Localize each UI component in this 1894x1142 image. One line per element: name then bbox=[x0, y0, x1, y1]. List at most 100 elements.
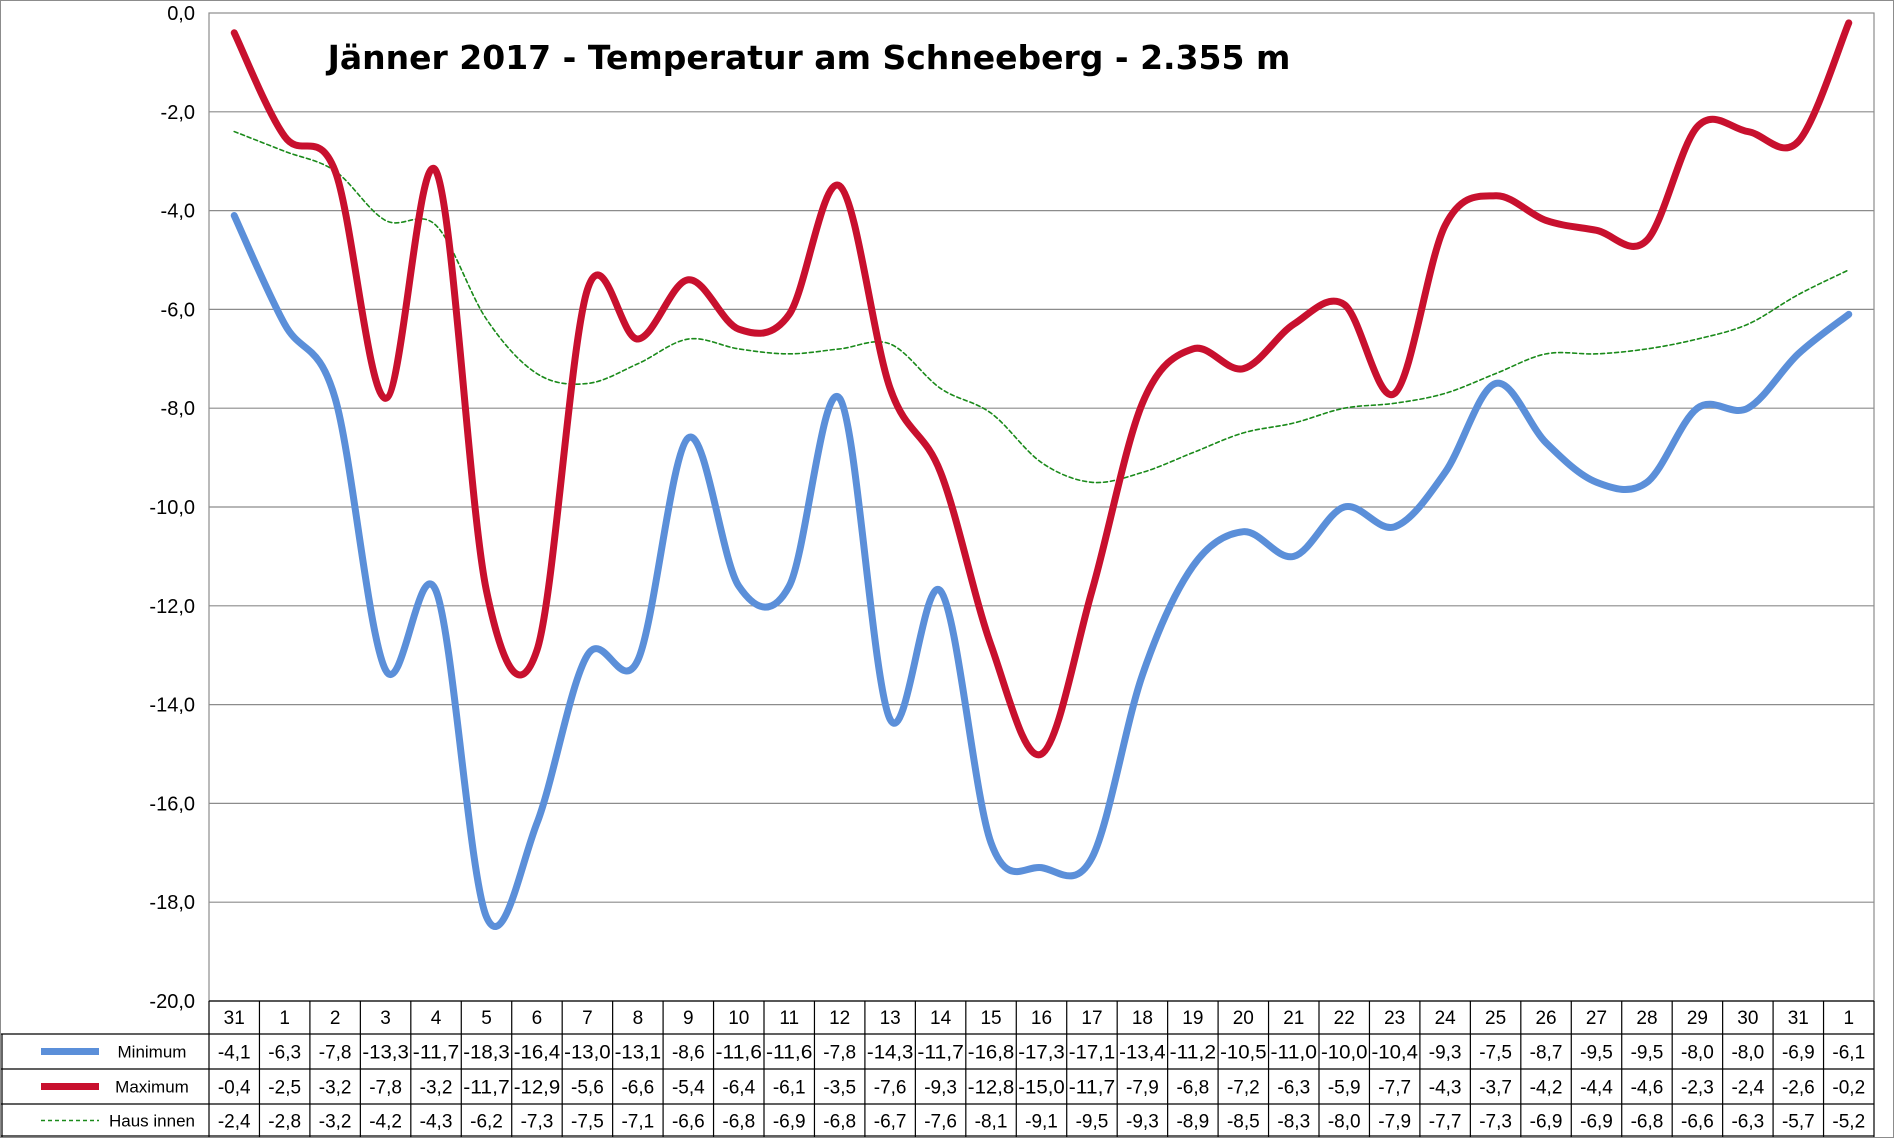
data-table-value: -7,1 bbox=[621, 1112, 654, 1133]
data-table-value: -4,3 bbox=[1429, 1078, 1462, 1099]
data-table-value: -4,4 bbox=[1580, 1078, 1613, 1099]
x-tick-label: 30 bbox=[1737, 1008, 1758, 1029]
x-tick-label: 4 bbox=[431, 1008, 442, 1029]
data-table-value: -7,5 bbox=[1479, 1043, 1512, 1064]
data-table-value: -2,6 bbox=[1782, 1078, 1815, 1099]
data-table-value: -6,6 bbox=[1681, 1112, 1714, 1133]
y-tick-label: -20,0 bbox=[149, 991, 195, 1013]
y-tick-label: -18,0 bbox=[149, 892, 195, 914]
y-tick-label: -8,0 bbox=[161, 398, 195, 420]
x-tick-label: 28 bbox=[1636, 1008, 1657, 1029]
data-table-value: -8,0 bbox=[1681, 1043, 1714, 1064]
data-table-value: -8,5 bbox=[1227, 1112, 1260, 1133]
data-table-value: -3,2 bbox=[319, 1078, 352, 1099]
data-table-value: -8,1 bbox=[975, 1112, 1008, 1133]
y-tick-label: -6,0 bbox=[161, 299, 195, 321]
data-table-value: -13,1 bbox=[615, 1043, 661, 1064]
data-table-value: -16,8 bbox=[968, 1043, 1014, 1064]
x-tick-label: 2 bbox=[330, 1008, 341, 1029]
data-table-value: -7,3 bbox=[1479, 1112, 1512, 1133]
data-table-value: -6,3 bbox=[268, 1043, 301, 1064]
data-table-value: -5,4 bbox=[672, 1078, 705, 1099]
chart-title: Jänner 2017 - Temperatur am Schneeberg -… bbox=[326, 38, 1291, 77]
data-table-value: -7,6 bbox=[874, 1078, 907, 1099]
data-table-value: -16,4 bbox=[514, 1043, 561, 1064]
x-tick-label: 15 bbox=[980, 1008, 1001, 1029]
data-table-value: -3,2 bbox=[420, 1078, 453, 1099]
data-table-value: -4,3 bbox=[420, 1112, 453, 1133]
data-table-value: -4,6 bbox=[1631, 1078, 1664, 1099]
data-table-value: -17,3 bbox=[1018, 1043, 1064, 1064]
legend-label: Minimum bbox=[118, 1043, 187, 1062]
data-table-value: -6,3 bbox=[1277, 1078, 1310, 1099]
data-table-value: -7,8 bbox=[369, 1078, 402, 1099]
data-table-value: -6,7 bbox=[874, 1112, 907, 1133]
data-table-value: -3,7 bbox=[1479, 1078, 1512, 1099]
data-table-value: -7,7 bbox=[1429, 1112, 1462, 1133]
series-line-minimum bbox=[230, 212, 1853, 930]
x-tick-label: 26 bbox=[1535, 1008, 1556, 1029]
data-table-value: -6,1 bbox=[1832, 1043, 1865, 1064]
data-table-value: -0,2 bbox=[1832, 1078, 1865, 1099]
data-table-value: -6,8 bbox=[1176, 1078, 1209, 1099]
data-table-value: -6,9 bbox=[1530, 1112, 1563, 1133]
data-table-value: -10,4 bbox=[1371, 1043, 1418, 1064]
data-table-value: -8,6 bbox=[672, 1043, 705, 1064]
x-tick-label: 22 bbox=[1334, 1008, 1355, 1029]
data-table-value: -7,3 bbox=[521, 1112, 554, 1133]
data-table-value: -8,0 bbox=[1328, 1112, 1361, 1133]
x-tick-label: 1 bbox=[279, 1008, 290, 1029]
y-tick-label: -12,0 bbox=[149, 596, 195, 618]
data-table-value: -9,1 bbox=[1025, 1112, 1058, 1133]
data-table-value: -6,4 bbox=[722, 1078, 755, 1099]
x-tick-label: 12 bbox=[829, 1008, 850, 1029]
data-table-value: -17,1 bbox=[1069, 1043, 1115, 1064]
data-table-value: -18,3 bbox=[463, 1043, 509, 1064]
y-tick-label: -10,0 bbox=[149, 497, 195, 519]
data-table-value: -8,9 bbox=[1176, 1112, 1209, 1133]
data-table-value: -7,9 bbox=[1126, 1078, 1159, 1099]
data-table-value: -6,9 bbox=[1580, 1112, 1613, 1133]
data-table-value: -11,7 bbox=[1069, 1078, 1115, 1099]
x-tick-label: 19 bbox=[1182, 1008, 1203, 1029]
data-table-value: -5,7 bbox=[1782, 1112, 1815, 1133]
data-table-value: -5,6 bbox=[571, 1078, 604, 1099]
x-tick-label: 9 bbox=[683, 1008, 694, 1029]
x-tick-label: 6 bbox=[532, 1008, 543, 1029]
x-tick-label: 25 bbox=[1485, 1008, 1506, 1029]
data-table-value: -11,2 bbox=[1170, 1043, 1216, 1064]
data-table-value: -4,2 bbox=[1530, 1078, 1563, 1099]
data-table-value: -9,5 bbox=[1580, 1043, 1613, 1064]
data-table: 31 1 2 3 4 5 6 7 8 9 10 11 12 13 14 15 16 17 18 19 20 21 22 23 2… bbox=[1, 1000, 1875, 1137]
data-table-value: -4,2 bbox=[369, 1112, 402, 1133]
data-table-value: -2,4 bbox=[1731, 1078, 1764, 1099]
data-table-value: -2,4 bbox=[218, 1112, 251, 1133]
x-tick-label: 1 bbox=[1843, 1008, 1854, 1029]
series-line-haus-innen bbox=[233, 130, 1850, 484]
data-table-value: -4,1 bbox=[218, 1043, 251, 1064]
data-table-value: -6,1 bbox=[773, 1078, 806, 1099]
data-table-value: -11,0 bbox=[1271, 1043, 1317, 1064]
data-table-value: -13,3 bbox=[362, 1043, 408, 1064]
data-table-value: -10,5 bbox=[1220, 1043, 1266, 1064]
data-table-value: -7,9 bbox=[1378, 1112, 1411, 1133]
data-table-value: -6,6 bbox=[672, 1112, 705, 1133]
data-table-value: -14,3 bbox=[867, 1043, 913, 1064]
y-tick-label: -14,0 bbox=[149, 695, 195, 717]
x-tick-label: 29 bbox=[1687, 1008, 1708, 1029]
data-table-value: -11,7 bbox=[463, 1078, 509, 1099]
data-table-value: -9,3 bbox=[924, 1078, 957, 1099]
data-table-value: -13,0 bbox=[564, 1043, 610, 1064]
data-table-value: -11,6 bbox=[716, 1043, 762, 1064]
data-table-value: -2,3 bbox=[1681, 1078, 1714, 1099]
data-table-value: -7,5 bbox=[571, 1112, 604, 1133]
data-table-value: -13,4 bbox=[1119, 1043, 1166, 1064]
data-table-value: -9,5 bbox=[1631, 1043, 1664, 1064]
data-table-value: -12,9 bbox=[514, 1078, 560, 1099]
data-table-value: -3,2 bbox=[319, 1112, 352, 1133]
data-table-value: -2,5 bbox=[268, 1078, 301, 1099]
x-tick-label: 14 bbox=[930, 1008, 952, 1029]
x-tick-label: 5 bbox=[481, 1008, 492, 1029]
